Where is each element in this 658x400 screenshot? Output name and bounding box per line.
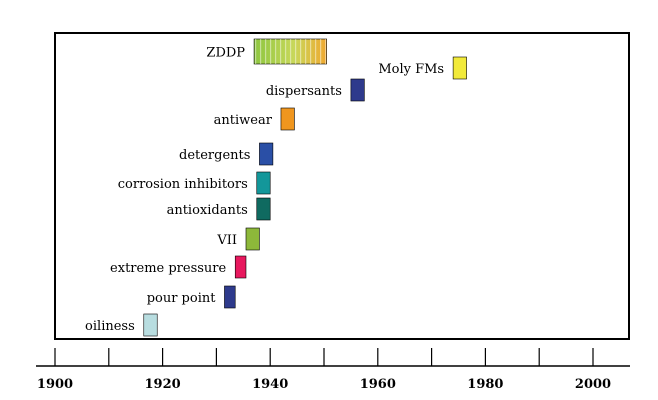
bar-oiliness — [143, 313, 158, 337]
label-pour-point: pour point — [147, 291, 217, 306]
x-tick-label-1980: 1980 — [467, 377, 503, 392]
label-moly-fms: Moly FMs — [378, 62, 444, 77]
x-tick-label-1960: 1960 — [360, 377, 396, 392]
label-extreme-pressure: extreme pressure — [110, 261, 226, 276]
x-tick-label-1920: 1920 — [145, 377, 181, 392]
plot-frame — [54, 32, 630, 340]
bar-antioxidants — [256, 197, 271, 221]
x-axis-ticks: 1900 1920 1940 1960 1980 2000 — [37, 348, 611, 392]
label-vii: VII — [216, 233, 237, 248]
label-antiwear: antiwear — [214, 113, 273, 128]
bar-moly-fms — [452, 56, 467, 80]
label-detergents: detergents — [179, 148, 250, 163]
bar-pour-point — [224, 285, 236, 309]
bar-corrosion-inhibitors — [256, 171, 271, 195]
label-corrosion-inhibitors: corrosion inhibitors — [118, 177, 248, 192]
timeline-bars: oiliness pour point extreme pressure VII ant… — [85, 38, 467, 337]
label-oiliness: oiliness — [85, 319, 135, 334]
bar-detergents — [259, 142, 274, 166]
bar-extreme-pressure — [234, 255, 247, 279]
bar-zddp-texture — [254, 39, 327, 64]
x-tick-label-1940: 1940 — [252, 377, 288, 392]
x-tick-label-2000: 2000 — [575, 377, 611, 392]
bar-vii — [245, 227, 260, 251]
label-zddp: ZDDP — [206, 46, 245, 61]
bar-antiwear — [280, 107, 295, 131]
x-tick-label-1900: 1900 — [37, 377, 73, 392]
bar-dispersants — [350, 78, 365, 102]
label-antioxidants: antioxidants — [167, 203, 248, 218]
label-dispersants: dispersants — [266, 84, 342, 99]
